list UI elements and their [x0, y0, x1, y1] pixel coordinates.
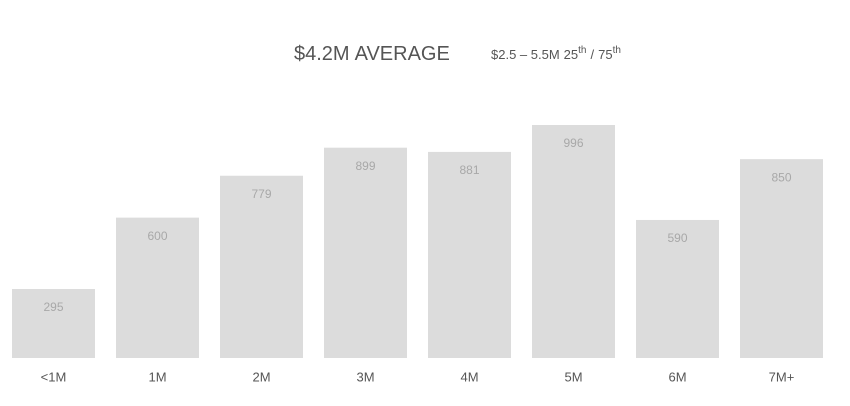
x-tick-label: 7M+ — [769, 369, 795, 384]
percentile-high: 75 — [598, 47, 612, 62]
bar — [428, 151, 511, 358]
x-tick-label: 4M — [460, 369, 478, 384]
average-label: AVERAGE — [355, 43, 450, 65]
percentile-suffix: th — [578, 45, 586, 56]
value-label: 850 — [771, 170, 791, 184]
x-tick-label: 3M — [356, 369, 374, 384]
bar — [532, 125, 615, 358]
value-label: 881 — [459, 163, 479, 177]
value-label: 590 — [667, 231, 687, 245]
percentile-suffix: th — [613, 45, 621, 56]
bar — [220, 175, 303, 358]
percentile-low: 25 — [564, 47, 578, 62]
separator: / — [590, 47, 594, 62]
range: $2.5 – 5.5M — [491, 47, 560, 62]
bar — [116, 217, 199, 358]
average-summary: $4.2M AVERAGE — [294, 43, 450, 65]
value-label: 899 — [355, 159, 375, 173]
bar — [12, 288, 95, 358]
value-label: 295 — [43, 300, 63, 314]
x-tick-label: 5M — [564, 369, 582, 384]
x-tick-label: 2M — [252, 369, 270, 384]
x-tick-label: <1M — [41, 369, 67, 384]
value-label: 779 — [251, 187, 271, 201]
x-tick-label: 6M — [668, 369, 686, 384]
x-tick-label: 1M — [148, 369, 166, 384]
bar — [324, 147, 407, 358]
average-value: $4.2M — [294, 43, 350, 65]
bar — [636, 219, 719, 358]
value-label: 996 — [563, 136, 583, 150]
range-summary: $2.5 – 5.5M 25th/75th — [491, 45, 621, 63]
bar — [740, 159, 823, 358]
value-label: 600 — [147, 229, 167, 243]
